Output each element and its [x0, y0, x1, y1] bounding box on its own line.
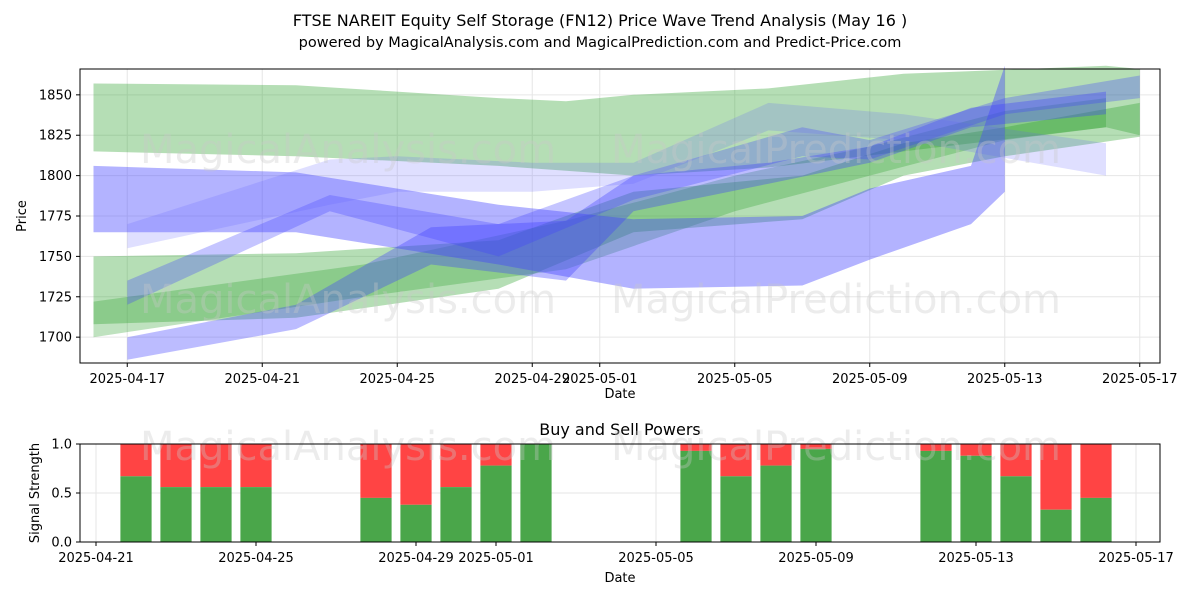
buy-power-bar: [440, 487, 472, 542]
signal-x-tick-label: 2025-04-21: [58, 551, 134, 566]
sell-power-bar: [360, 444, 392, 498]
signal-plot-frame: [79, 443, 1161, 543]
signal-x-tick-label: 2025-04-25: [218, 551, 294, 566]
sell-power-bar: [400, 444, 432, 505]
price-y-tick-label: 1775: [39, 210, 72, 225]
buy-power-bar: [800, 448, 832, 542]
price-x-tick-label: 2025-04-17: [89, 372, 165, 387]
signal-x-tick-label: 2025-05-13: [938, 551, 1014, 566]
buy-power-bar: [240, 487, 272, 542]
sell-power-bar: [120, 444, 152, 477]
price-band-7: [127, 102, 1107, 249]
price-x-tick-label: 2025-05-09: [832, 372, 908, 387]
buy-power-bar: [1080, 497, 1112, 542]
price-band-6: [127, 75, 1140, 305]
signal-watermarks: MagicalAnalysis.com MagicalPrediction.co…: [140, 424, 1061, 470]
sell-power-bar: [720, 444, 752, 477]
price-x-tick-label: 2025-05-17: [1102, 372, 1178, 387]
buy-power-bar: [360, 497, 392, 542]
sell-power-bar: [920, 444, 952, 451]
price-x-tick-label: 2025-05-13: [967, 372, 1043, 387]
signal-y-tick-label: 0.0: [51, 536, 72, 551]
price-x-tick-label: 2025-05-05: [697, 372, 773, 387]
buy-power-bar: [520, 444, 552, 542]
price-band-4: [93, 65, 1005, 289]
buy-power-bar: [160, 487, 192, 542]
price-y-label: Price: [15, 200, 30, 232]
signal-title: Buy and Sell Powers: [539, 420, 701, 439]
buy-power-bar: [720, 476, 752, 542]
price-x-tick-label: 2025-04-29: [494, 372, 570, 387]
sell-power-bar: [1040, 444, 1072, 510]
signal-x-tick-label: 2025-04-29: [378, 551, 454, 566]
signal-x-tick-label: 2025-05-05: [618, 551, 694, 566]
watermark-4: MagicalPrediction.com: [611, 277, 1061, 323]
buy-power-bar: [200, 487, 232, 542]
chart-subtitle: powered by MagicalAnalysis.com and Magic…: [299, 35, 902, 51]
price-x-tick-label: 2025-05-01: [562, 372, 638, 387]
price-band-5: [127, 91, 1107, 360]
watermark-5: MagicalAnalysis.com: [140, 424, 556, 470]
sell-power-bar: [960, 444, 992, 456]
buy-power-bar: [920, 450, 952, 542]
signal-panel: Buy and Sell Powers MagicalAnalysis.com …: [28, 420, 1174, 586]
price-band-2: [93, 102, 1140, 325]
sell-power-bar: [800, 444, 832, 449]
buy-power-bar: [480, 465, 512, 542]
price-axes: 1700 1725 1750 1775 1800 1825 1850 2025-04-17 20…: [39, 88, 1178, 387]
sell-power-bar: [160, 444, 192, 488]
price-y-tick-label: 1850: [39, 88, 72, 103]
signal-x-tick-label: 2025-05-01: [458, 551, 534, 566]
signal-axes: 0.0 0.5 1.0 2025-04-21 2025-04-25 2025-04-29 2…: [51, 438, 1173, 567]
signal-bars: [120, 444, 1112, 542]
sell-power-bar: [200, 444, 232, 488]
sell-power-bar: [240, 444, 272, 488]
sell-power-bar: [1000, 444, 1032, 477]
price-bands: [93, 65, 1140, 360]
sell-power-bar: [680, 444, 712, 451]
price-band-1: [93, 65, 1140, 176]
buy-power-bar: [400, 504, 432, 542]
buy-power-bar: [760, 465, 792, 542]
signal-y-tick-label: 1.0: [51, 438, 72, 453]
signal-x-tick-label: 2025-05-17: [1098, 551, 1174, 566]
watermark-6: MagicalPrediction.com: [611, 424, 1061, 470]
buy-power-bar: [680, 450, 712, 542]
buy-power-bar: [120, 476, 152, 542]
signal-y-tick-label: 0.5: [51, 487, 72, 502]
sell-power-bar: [760, 444, 792, 466]
price-grid: [80, 69, 1160, 363]
price-x-tick-label: 2025-04-25: [359, 372, 435, 387]
buy-power-bar: [1000, 476, 1032, 542]
price-y-tick-label: 1825: [39, 129, 72, 144]
signal-x-label: Date: [604, 571, 635, 586]
watermark-2: MagicalPrediction.com: [611, 127, 1061, 173]
price-x-label: Date: [604, 387, 635, 402]
buy-power-bar: [960, 455, 992, 542]
sell-power-bar: [440, 444, 472, 488]
price-panel: MagicalAnalysis.com MagicalPrediction.co…: [15, 65, 1178, 402]
price-y-tick-label: 1725: [39, 290, 72, 305]
price-y-tick-label: 1750: [39, 250, 72, 265]
price-x-tick-label: 2025-04-21: [224, 372, 300, 387]
chart-title: FTSE NAREIT Equity Self Storage (FN12) P…: [293, 11, 908, 30]
price-y-tick-label: 1800: [39, 169, 72, 184]
price-watermarks: MagicalAnalysis.com MagicalPrediction.co…: [140, 127, 1061, 323]
sell-power-bar: [1080, 444, 1112, 498]
signal-x-tick-label: 2025-05-09: [778, 551, 854, 566]
watermark-1: MagicalAnalysis.com: [140, 127, 556, 173]
price-y-tick-label: 1700: [39, 331, 72, 346]
watermark-3: MagicalAnalysis.com: [140, 277, 556, 323]
signal-y-label: Signal Strength: [28, 443, 43, 543]
price-plot-frame: [79, 68, 1161, 364]
buy-power-bar: [1040, 509, 1072, 542]
price-band-3: [93, 98, 1106, 338]
sell-power-bar: [480, 444, 512, 466]
